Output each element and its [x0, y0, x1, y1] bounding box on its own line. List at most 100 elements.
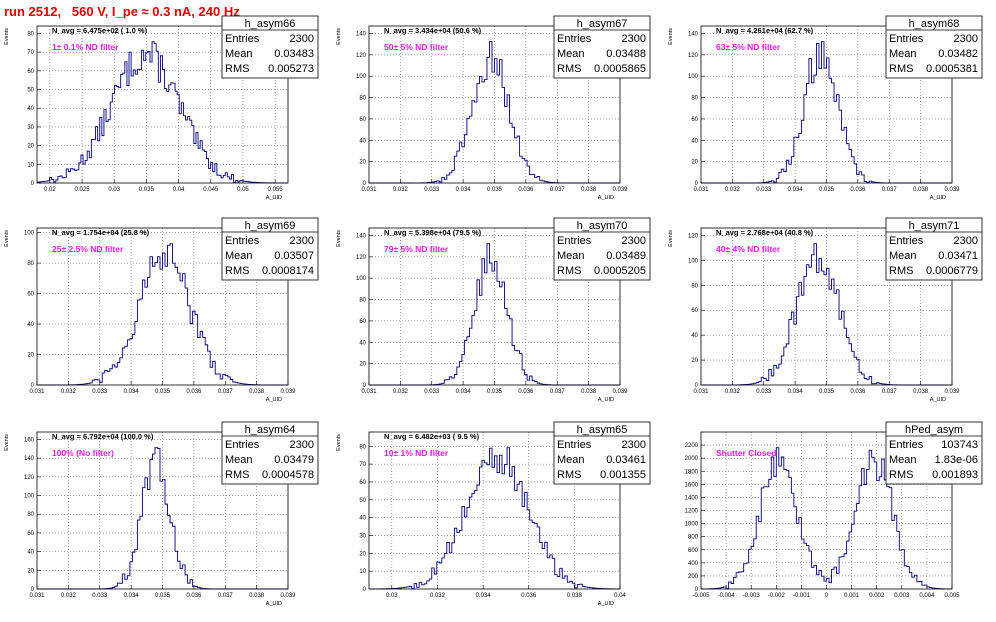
- histogram-line-h-asym66: [36, 41, 289, 184]
- x-tick-label: 0.036: [518, 389, 534, 395]
- histogram-line-h-asym69: [37, 243, 288, 386]
- y-tick-label: 20: [27, 144, 34, 150]
- x-tick-label: 0.033: [92, 593, 108, 599]
- filter-label: 10± 1% ND filter: [384, 448, 449, 458]
- x-tick-label: 0.039: [612, 389, 628, 395]
- stats-box-frame: [221, 421, 319, 485]
- y-tick-label: 60: [359, 319, 366, 325]
- x-tick-label: -0.003: [743, 593, 761, 599]
- y-tick-label: 20: [691, 160, 698, 166]
- stat-value: 0.0008174: [262, 265, 314, 277]
- stat-value: 2300: [954, 235, 978, 247]
- x-tick-label: 0.034: [788, 389, 804, 395]
- x-tick-label: 0.037: [218, 593, 234, 599]
- x-axis-label: A_UID: [266, 397, 282, 403]
- y-tick-label: 1200: [685, 509, 699, 515]
- y-tick-label: 200: [688, 574, 699, 580]
- y-tick-label: 2200: [685, 443, 699, 449]
- x-tick-label: 0.036: [850, 389, 866, 395]
- x-tick-label: 0.037: [550, 389, 566, 395]
- y-tick-label: 60: [359, 480, 366, 486]
- x-tick-label: 0.039: [944, 187, 960, 193]
- stat-value: 0.03479: [274, 454, 314, 466]
- x-tick-label: 0.034: [788, 187, 804, 193]
- x-tick-label: 0.036: [521, 593, 537, 599]
- histogram-panel-h-asym68: 0.031 0.032 0.033 0.034 0.035 0.036 0.037 0.038…: [668, 15, 983, 201]
- x-tick-label: -0.005: [692, 593, 710, 599]
- histogram-line-hped-asym: [700, 447, 953, 590]
- y-tick-label: 60: [27, 292, 34, 298]
- y-axis-label: Events: [668, 28, 674, 45]
- y-tick-label: 10: [359, 569, 366, 575]
- y-tick-label: 800: [688, 535, 699, 541]
- y-tick-label: 1000: [685, 522, 699, 528]
- y-axis-label: Events: [4, 28, 10, 45]
- y-tick-label: 120: [24, 475, 35, 481]
- x-tick-label: 0.036: [186, 389, 202, 395]
- stat-key: Entries: [889, 439, 924, 451]
- x-tick-label: 0.039: [280, 593, 296, 599]
- y-tick-label: 30: [359, 533, 366, 539]
- x-axis-label: A_UID: [266, 601, 282, 607]
- stat-value: 0.03471: [938, 250, 978, 262]
- x-tick-label: 0.034: [124, 389, 140, 395]
- stat-value: 0.03489: [606, 250, 646, 262]
- x-tick-label: 0.032: [393, 187, 409, 193]
- x-tick-label: 0.036: [186, 593, 202, 599]
- stat-value: 2300: [290, 235, 314, 247]
- stat-value: 2300: [622, 235, 646, 247]
- filter-label: 79± 5% ND filter: [384, 244, 449, 254]
- x-tick-label: 0.034: [456, 187, 472, 193]
- x-tick-label: 0.034: [476, 593, 492, 599]
- stat-value: 0.0005865: [594, 63, 646, 75]
- x-tick-label: 0.036: [850, 187, 866, 193]
- navg-label: N_avg = 6.482e+03 ( 9.5 %): [384, 432, 480, 441]
- stats-box-h-asym68: h_asym68 Entries 2300 Mean 0.03482 RMS 0.00053…: [885, 15, 983, 79]
- y-tick-label: 60: [27, 69, 34, 75]
- stats-box-frame: [885, 217, 983, 281]
- y-tick-label: 1600: [685, 482, 699, 488]
- histogram-name: h_asym71: [909, 220, 960, 232]
- filter-label: Shutter Closed: [716, 448, 776, 458]
- y-tick-label: 70: [359, 462, 366, 468]
- y-tick-label: 140: [688, 31, 699, 37]
- y-axis-label: Events: [336, 230, 342, 247]
- histogram-panel-h-asym65: 0.03 0.032 0.034 0.036 0.038 0.04 0 10 20 30 40 50 6…: [336, 421, 651, 607]
- y-tick-label: 120: [356, 53, 367, 59]
- y-tick-label: 100: [688, 258, 699, 264]
- x-tick-label: 0.037: [218, 389, 234, 395]
- x-tick-label: 0.031: [361, 187, 377, 193]
- y-tick-label: 80: [359, 96, 366, 102]
- stats-box-h-asym71: h_asym71 Entries 2300 Mean 0.03471 RMS 0.00067…: [885, 217, 983, 281]
- histogram-panel-h-asym64: 0.031 0.032 0.033 0.034 0.035 0.036 0.037 0.038…: [4, 421, 319, 607]
- x-tick-label: 0.032: [393, 389, 409, 395]
- stat-key: RMS: [225, 469, 249, 481]
- x-tick-label: 0.037: [882, 187, 898, 193]
- x-tick-label: 0.034: [456, 389, 472, 395]
- x-tick-label: 0.031: [361, 389, 377, 395]
- stat-key: Mean: [889, 48, 917, 60]
- stat-key: RMS: [557, 265, 581, 277]
- x-tick-label: 0.038: [249, 593, 265, 599]
- x-tick-label: 0.004: [919, 593, 935, 599]
- y-tick-label: 40: [359, 138, 366, 144]
- histogram-name: hPed_asym: [905, 424, 963, 436]
- y-tick-label: 2000: [685, 456, 699, 462]
- x-tick-label: 0.038: [567, 593, 583, 599]
- x-axis-label: A_UID: [930, 195, 946, 201]
- x-tick-label: 0.04: [614, 593, 626, 599]
- x-tick-label: 0.035: [487, 187, 503, 193]
- stat-key: Mean: [225, 454, 253, 466]
- stat-key: Mean: [557, 250, 585, 262]
- x-tick-label: 0.031: [693, 389, 709, 395]
- stat-key: Entries: [557, 235, 592, 247]
- x-tick-label: 0.031: [693, 187, 709, 193]
- y-tick-label: 40: [27, 322, 34, 328]
- x-tick-label: 0.038: [913, 389, 929, 395]
- stat-key: RMS: [889, 63, 913, 75]
- y-tick-label: 20: [359, 160, 366, 166]
- y-tick-label: 30: [27, 125, 34, 131]
- y-tick-label: 80: [27, 512, 34, 518]
- y-tick-label: 600: [688, 548, 699, 554]
- x-tick-label: -0.001: [793, 593, 811, 599]
